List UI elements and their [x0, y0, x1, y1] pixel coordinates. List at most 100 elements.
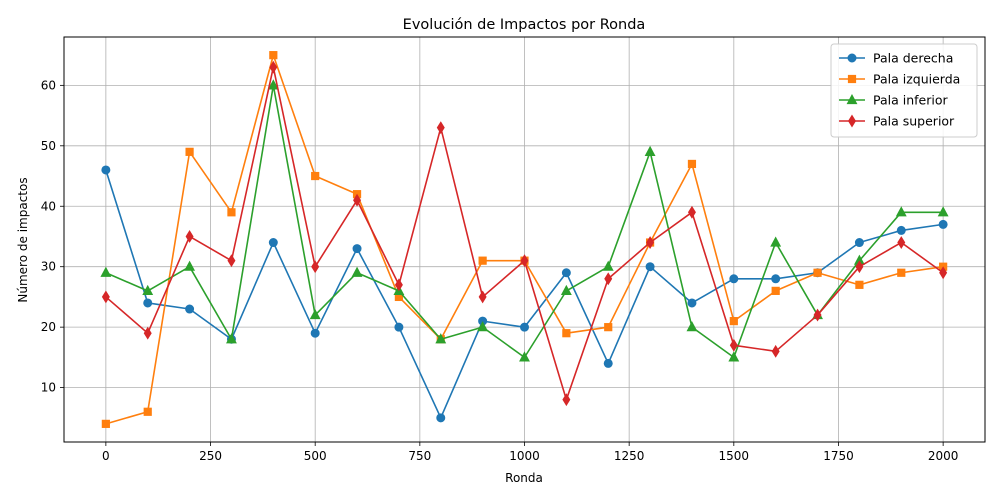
data-point — [101, 290, 110, 304]
data-point — [770, 236, 782, 247]
data-point — [185, 304, 195, 314]
data-point — [729, 274, 739, 284]
data-point — [394, 278, 403, 292]
data-point — [855, 280, 864, 289]
legend-item: Pala izquierda — [839, 72, 960, 87]
y-tick-label: 30 — [41, 260, 56, 274]
data-point — [771, 286, 780, 295]
data-point — [309, 308, 321, 320]
data-point — [226, 333, 237, 344]
data-point — [644, 145, 656, 156]
data-point — [394, 322, 404, 332]
data-point — [267, 79, 279, 90]
data-point — [604, 323, 613, 332]
x-axis: 0 250 500 750 1000 1250 1500 1750 2000 — [102, 442, 958, 463]
x-tick-label: 500 — [304, 449, 327, 463]
data-point — [519, 351, 530, 362]
data-point — [185, 230, 194, 243]
data-point — [729, 338, 738, 352]
data-point — [686, 321, 698, 332]
legend-label: Pala izquierda — [873, 72, 960, 87]
legend-item: Pala derecha — [839, 51, 953, 66]
data-point — [101, 419, 110, 428]
data-point — [477, 321, 489, 332]
legend: Pala derecha Pala izquierda Pala inferior P… — [830, 43, 978, 138]
data-point — [143, 326, 152, 340]
data-point — [269, 60, 278, 74]
x-tick-label: 1500 — [719, 449, 750, 463]
series-layer — [100, 51, 949, 428]
data-point — [435, 333, 447, 344]
data-point — [771, 344, 780, 358]
data-point — [687, 298, 697, 308]
data-point — [311, 260, 320, 274]
data-point — [561, 268, 571, 278]
data-point — [602, 260, 614, 271]
data-point — [771, 274, 781, 284]
x-tick-label: 1000 — [509, 449, 540, 463]
data-point — [353, 193, 362, 207]
data-point — [227, 254, 236, 268]
data-point — [937, 206, 949, 217]
series-1 — [101, 165, 948, 423]
y-tick-label: 10 — [41, 381, 56, 395]
y-axis: 10 20 30 40 50 60 — [41, 78, 64, 395]
data-point — [854, 238, 864, 248]
data-point — [729, 317, 738, 326]
legend-marker — [847, 74, 857, 84]
data-point — [143, 407, 152, 416]
legend-marker — [847, 53, 857, 63]
data-point — [728, 351, 740, 362]
series-3 — [100, 79, 949, 362]
data-point — [351, 266, 363, 277]
data-point — [603, 358, 613, 368]
data-point — [939, 266, 948, 280]
data-point — [478, 256, 487, 265]
data-point — [938, 219, 948, 229]
legend-marker — [846, 93, 858, 105]
chart-title: Evolución de Impactos por Ronda — [403, 17, 646, 33]
data-point — [813, 308, 822, 322]
data-point — [560, 284, 572, 295]
data-point — [520, 322, 529, 332]
data-point — [227, 208, 236, 217]
data-point — [646, 236, 655, 249]
data-point — [184, 260, 196, 271]
data-point — [687, 159, 697, 169]
data-point — [562, 393, 571, 407]
data-point — [813, 268, 822, 277]
data-point — [310, 328, 320, 338]
x-tick-label: 0 — [102, 449, 110, 463]
data-point — [896, 225, 906, 235]
y-tick-label: 20 — [41, 320, 56, 334]
data-point — [687, 205, 696, 219]
legend-label: Pala superior — [873, 114, 955, 129]
legend-label: Pala derecha — [873, 51, 953, 66]
data-point — [311, 171, 320, 181]
data-point — [143, 298, 153, 308]
legend-box — [830, 43, 978, 138]
data-point — [897, 236, 906, 249]
legend-label: Pala inferior — [873, 93, 948, 108]
data-point — [895, 206, 907, 217]
data-point — [436, 413, 446, 423]
data-point — [100, 266, 112, 277]
y-tick-label: 60 — [41, 78, 56, 92]
x-tick-label: 1750 — [823, 449, 854, 463]
legend-marker — [848, 114, 856, 128]
y-axis-title: Número de impactos — [16, 177, 30, 302]
data-point — [855, 260, 864, 274]
legend-item: Pala superior — [839, 114, 955, 129]
series-4 — [101, 60, 948, 407]
x-tick-label: 750 — [408, 449, 431, 463]
x-tick-label: 1250 — [614, 449, 645, 463]
legend-item: Pala inferior — [839, 93, 948, 108]
grid-lines — [64, 37, 985, 442]
data-point — [478, 290, 487, 304]
x-axis-title: Ronda — [505, 471, 543, 485]
data-point — [604, 272, 613, 286]
data-point — [269, 51, 278, 60]
data-point — [436, 121, 445, 135]
y-tick-label: 50 — [41, 139, 56, 153]
